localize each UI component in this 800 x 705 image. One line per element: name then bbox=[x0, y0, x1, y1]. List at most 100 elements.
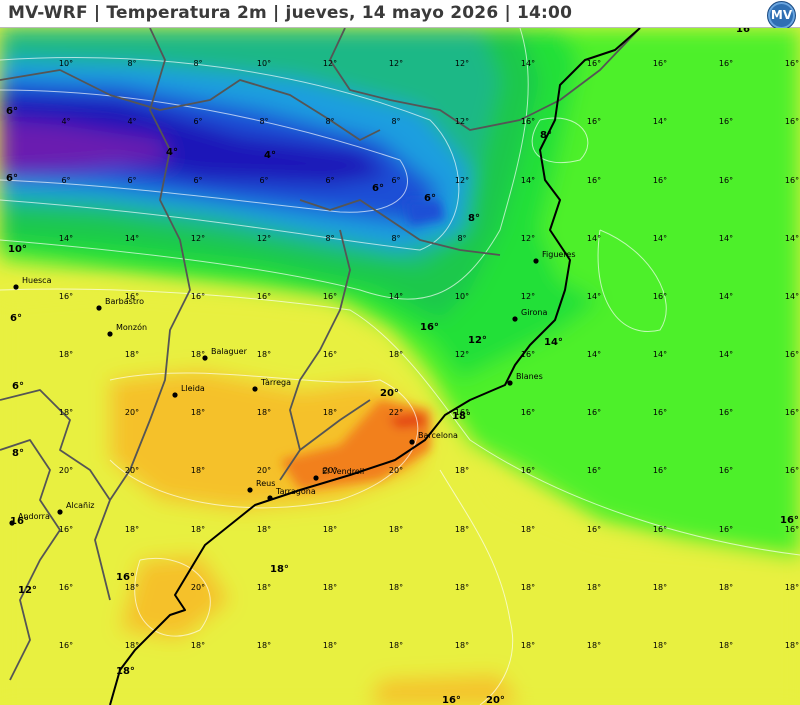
grid-value: 6° bbox=[61, 176, 70, 185]
isotherm-label: 10° bbox=[8, 244, 27, 255]
grid-value: 8° bbox=[325, 117, 334, 126]
grid-value: 4° bbox=[61, 117, 70, 126]
zone-blue-spot bbox=[405, 200, 445, 225]
grid-value: 16° bbox=[653, 292, 667, 301]
grid-value: 16° bbox=[653, 176, 667, 185]
grid-value: 18° bbox=[257, 350, 271, 359]
grid-value: 16° bbox=[653, 466, 667, 475]
city-label: Tàrrega bbox=[260, 378, 291, 387]
grid-value: 18° bbox=[587, 583, 601, 592]
city-dot bbox=[313, 475, 319, 481]
grid-value: 22° bbox=[389, 408, 403, 417]
grid-value: 20° bbox=[59, 466, 73, 475]
city-dot bbox=[512, 316, 518, 322]
isotherm-label: 20° bbox=[380, 388, 399, 399]
grid-value: 16° bbox=[653, 408, 667, 417]
city-dot bbox=[13, 284, 19, 290]
isotherm-label: 16° bbox=[420, 322, 439, 333]
isotherm-line bbox=[0, 57, 460, 251]
grid-value: 18° bbox=[389, 583, 403, 592]
grid-value: 18° bbox=[653, 641, 667, 650]
city-label: Blanes bbox=[516, 372, 543, 381]
grid-value: 18° bbox=[587, 641, 601, 650]
isotherm-labels: 16° 6° 6° 4° 4° 6° 6° 8° 8° 16° 10° 6° 6° 8° 16° 12° 14°… bbox=[6, 28, 799, 705]
border-line bbox=[94, 28, 191, 601]
isotherms bbox=[0, 28, 800, 705]
grid-value: 16° bbox=[719, 408, 733, 417]
city-label: Andorra bbox=[18, 512, 50, 521]
grid-value: 16° bbox=[653, 59, 667, 68]
grid-value: 16° bbox=[719, 466, 733, 475]
grid-value: 18° bbox=[125, 525, 139, 534]
coastline bbox=[109, 28, 641, 705]
grid-value: 20° bbox=[323, 466, 337, 475]
temperature-map: 10° 8° 8° 10° 12° 12° 12° 14° 16° 16° 16° 16° 4° 4° 6°… bbox=[0, 28, 800, 705]
grid-value: 18° bbox=[59, 350, 73, 359]
grid-value: 8° bbox=[325, 234, 334, 243]
city-label: Girona bbox=[521, 308, 548, 317]
grid-value-labels: 10° 8° 8° 10° 12° 12° 12° 14° 16° 16° 16° 16° 4° 4° 6°… bbox=[59, 59, 799, 650]
isotherm-label: 16° bbox=[736, 28, 755, 35]
grid-value: 8° bbox=[457, 234, 466, 243]
isotherm-line bbox=[531, 117, 589, 164]
border-line bbox=[329, 28, 641, 131]
city-dot bbox=[409, 439, 415, 445]
isotherm-line bbox=[109, 372, 419, 509]
grid-value: 16° bbox=[719, 176, 733, 185]
grid-value: 16° bbox=[785, 176, 799, 185]
city-label: Alcañiz bbox=[66, 501, 95, 510]
city-label: Huesca bbox=[22, 276, 52, 285]
region-borders bbox=[0, 28, 641, 681]
grid-value: 18° bbox=[323, 408, 337, 417]
grid-value: 6° bbox=[391, 176, 400, 185]
grid-value: 16° bbox=[785, 466, 799, 475]
map-title: MV-WRF | Temperatura 2m | jueves, 14 may… bbox=[8, 3, 573, 23]
isotherm-label: 4° bbox=[166, 147, 178, 158]
grid-value: 14° bbox=[587, 292, 601, 301]
grid-value: 8° bbox=[127, 59, 136, 68]
border-line bbox=[0, 389, 111, 501]
grid-value: 16° bbox=[785, 525, 799, 534]
city-dot bbox=[172, 392, 178, 398]
grid-value: 16° bbox=[257, 292, 271, 301]
isotherm-label: 18° bbox=[452, 411, 471, 422]
grid-value: 16° bbox=[587, 525, 601, 534]
grid-value: 18° bbox=[323, 525, 337, 534]
grid-value: 14° bbox=[785, 234, 799, 243]
grid-value: 16° bbox=[587, 176, 601, 185]
isotherm-label: 6° bbox=[6, 106, 18, 117]
grid-value: 18° bbox=[455, 525, 469, 534]
isotherm-line bbox=[0, 89, 408, 213]
grid-value: 14° bbox=[653, 350, 667, 359]
city-label: Lleida bbox=[181, 384, 205, 393]
isotherm-label: 8° bbox=[12, 448, 24, 459]
grid-value: 16° bbox=[521, 466, 535, 475]
grid-value: 14° bbox=[59, 234, 73, 243]
grid-value: 18° bbox=[257, 641, 271, 650]
grid-value: 6° bbox=[127, 176, 136, 185]
border-line bbox=[299, 199, 501, 256]
grid-value: 18° bbox=[389, 641, 403, 650]
isotherm-label: 20° bbox=[486, 695, 505, 705]
grid-value: 18° bbox=[323, 641, 337, 650]
grid-value: 18° bbox=[455, 466, 469, 475]
isotherm-label: 6° bbox=[424, 193, 436, 204]
grid-value: 16° bbox=[653, 525, 667, 534]
isotherm-line bbox=[0, 288, 800, 556]
isotherm-label: 8° bbox=[540, 130, 552, 141]
grid-value: 8° bbox=[391, 234, 400, 243]
grid-value: 18° bbox=[191, 350, 205, 359]
grid-value: 18° bbox=[257, 583, 271, 592]
grid-value: 8° bbox=[259, 117, 268, 126]
grid-value: 12° bbox=[455, 350, 469, 359]
grid-value: 16° bbox=[59, 641, 73, 650]
isotherm-label: 14° bbox=[544, 337, 563, 348]
grid-value: 14° bbox=[653, 117, 667, 126]
city-markers: Huesca Barbastro Monzón Balaguer Lleida Tàrre… bbox=[9, 250, 576, 526]
grid-value: 18° bbox=[521, 525, 535, 534]
grid-value: 16° bbox=[521, 408, 535, 417]
grid-value: 16° bbox=[59, 525, 73, 534]
city-dot bbox=[9, 520, 15, 526]
grid-value: 16° bbox=[323, 350, 337, 359]
city-dot bbox=[252, 386, 258, 392]
